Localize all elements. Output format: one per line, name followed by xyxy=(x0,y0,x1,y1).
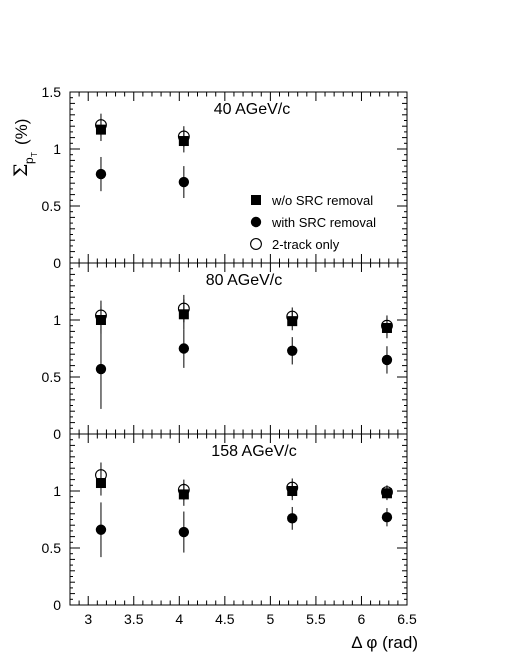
data-point-filled-circle xyxy=(178,343,190,354)
data-point-square xyxy=(95,124,106,135)
data-point-open-circle xyxy=(286,310,299,323)
y-tick-label: 0.5 xyxy=(42,540,62,556)
x-axis-title: Δ φ (rad) xyxy=(351,633,418,652)
data-point-filled-circle xyxy=(95,524,107,535)
data-point-filled-circle xyxy=(95,363,107,375)
y-axis-title: Σ p T (%) xyxy=(10,119,39,177)
data-point-filled-circle xyxy=(178,176,190,188)
plot-layer: 0 0.5 1 1.5 40 AGeV/c 0 0.5 1 80 AGeV/c 0 0.5 1 158 … xyxy=(42,84,417,627)
x-tick-label: 6 xyxy=(358,611,366,627)
data-point-square xyxy=(287,486,298,496)
data-point-square xyxy=(178,489,189,500)
panel-2: 0 0.5 1 80 AGeV/c xyxy=(42,262,408,442)
data-point-open-circle xyxy=(381,319,393,332)
y-tick-label: 1 xyxy=(53,312,61,328)
data-point-filled-circle xyxy=(287,345,298,356)
x-tick-label: 3 xyxy=(84,611,92,627)
y-tick-label: 1 xyxy=(53,483,61,499)
data-point-square xyxy=(287,316,298,327)
data-point-open-circle xyxy=(95,469,107,481)
y-tick-label: 0 xyxy=(53,426,61,442)
x-tick-label: 5 xyxy=(266,611,274,627)
y-axis-unit: (%) xyxy=(12,119,31,145)
legend: w/o SRC removal with SRC removal 2-track… xyxy=(271,193,376,252)
data-point-open-circle xyxy=(177,130,190,143)
legend-label-with-src: with SRC removal xyxy=(271,215,376,230)
legend-marker xyxy=(251,195,261,205)
x-tick-label: 4 xyxy=(175,611,183,627)
panel-3: 0 0.5 1 158 AGeV/c xyxy=(42,433,408,613)
x-tick-label: 4.5 xyxy=(215,611,235,627)
data-point-open-circle xyxy=(177,483,190,496)
data-point-open-circle xyxy=(381,486,393,499)
data-point-square xyxy=(381,488,392,499)
panel-1: 0 0.5 1 1.5 40 AGeV/c xyxy=(42,84,408,271)
y-tick-label: 0.5 xyxy=(42,369,62,385)
data-point-square xyxy=(381,322,392,333)
data-point-square xyxy=(95,478,106,489)
legend-marker xyxy=(250,238,262,250)
legend-label-two-track: 2-track only xyxy=(272,237,340,252)
data-point-filled-circle xyxy=(287,513,298,524)
y-axis-symbol: Σ xyxy=(10,164,32,177)
data-point-square xyxy=(95,315,106,325)
panel-label: 40 AGeV/c xyxy=(214,101,291,118)
data-point-filled-circle xyxy=(381,354,393,366)
data-point-open-circle xyxy=(286,481,299,494)
y-tick-label: 0 xyxy=(53,597,61,613)
x-tick-label: 5.5 xyxy=(306,611,326,627)
data-point-filled-circle xyxy=(381,512,393,523)
data-point-square xyxy=(178,136,189,147)
data-point-filled-circle xyxy=(178,526,190,538)
data-point-filled-circle xyxy=(95,168,107,180)
x-tick-label: 6.5 xyxy=(397,611,417,627)
y-tick-label: 1.5 xyxy=(42,84,62,100)
y-tick-label: 0 xyxy=(53,255,61,271)
data-point-open-circle xyxy=(177,302,190,315)
y-tick-label: 1 xyxy=(53,141,61,157)
panel-label: 80 AGeV/c xyxy=(206,272,283,289)
data-point-open-circle xyxy=(95,309,107,322)
y-axis-subscript: p xyxy=(22,157,36,164)
panel-label: 158 AGeV/c xyxy=(211,443,296,460)
x-tick-label: 3.5 xyxy=(124,611,144,627)
data-point-open-circle xyxy=(95,119,107,132)
y-tick-label: 0.5 xyxy=(42,198,62,214)
legend-marker xyxy=(250,216,262,228)
legend-label-without-src: w/o SRC removal xyxy=(271,193,373,208)
y-axis-subsubscript: T xyxy=(30,152,39,157)
